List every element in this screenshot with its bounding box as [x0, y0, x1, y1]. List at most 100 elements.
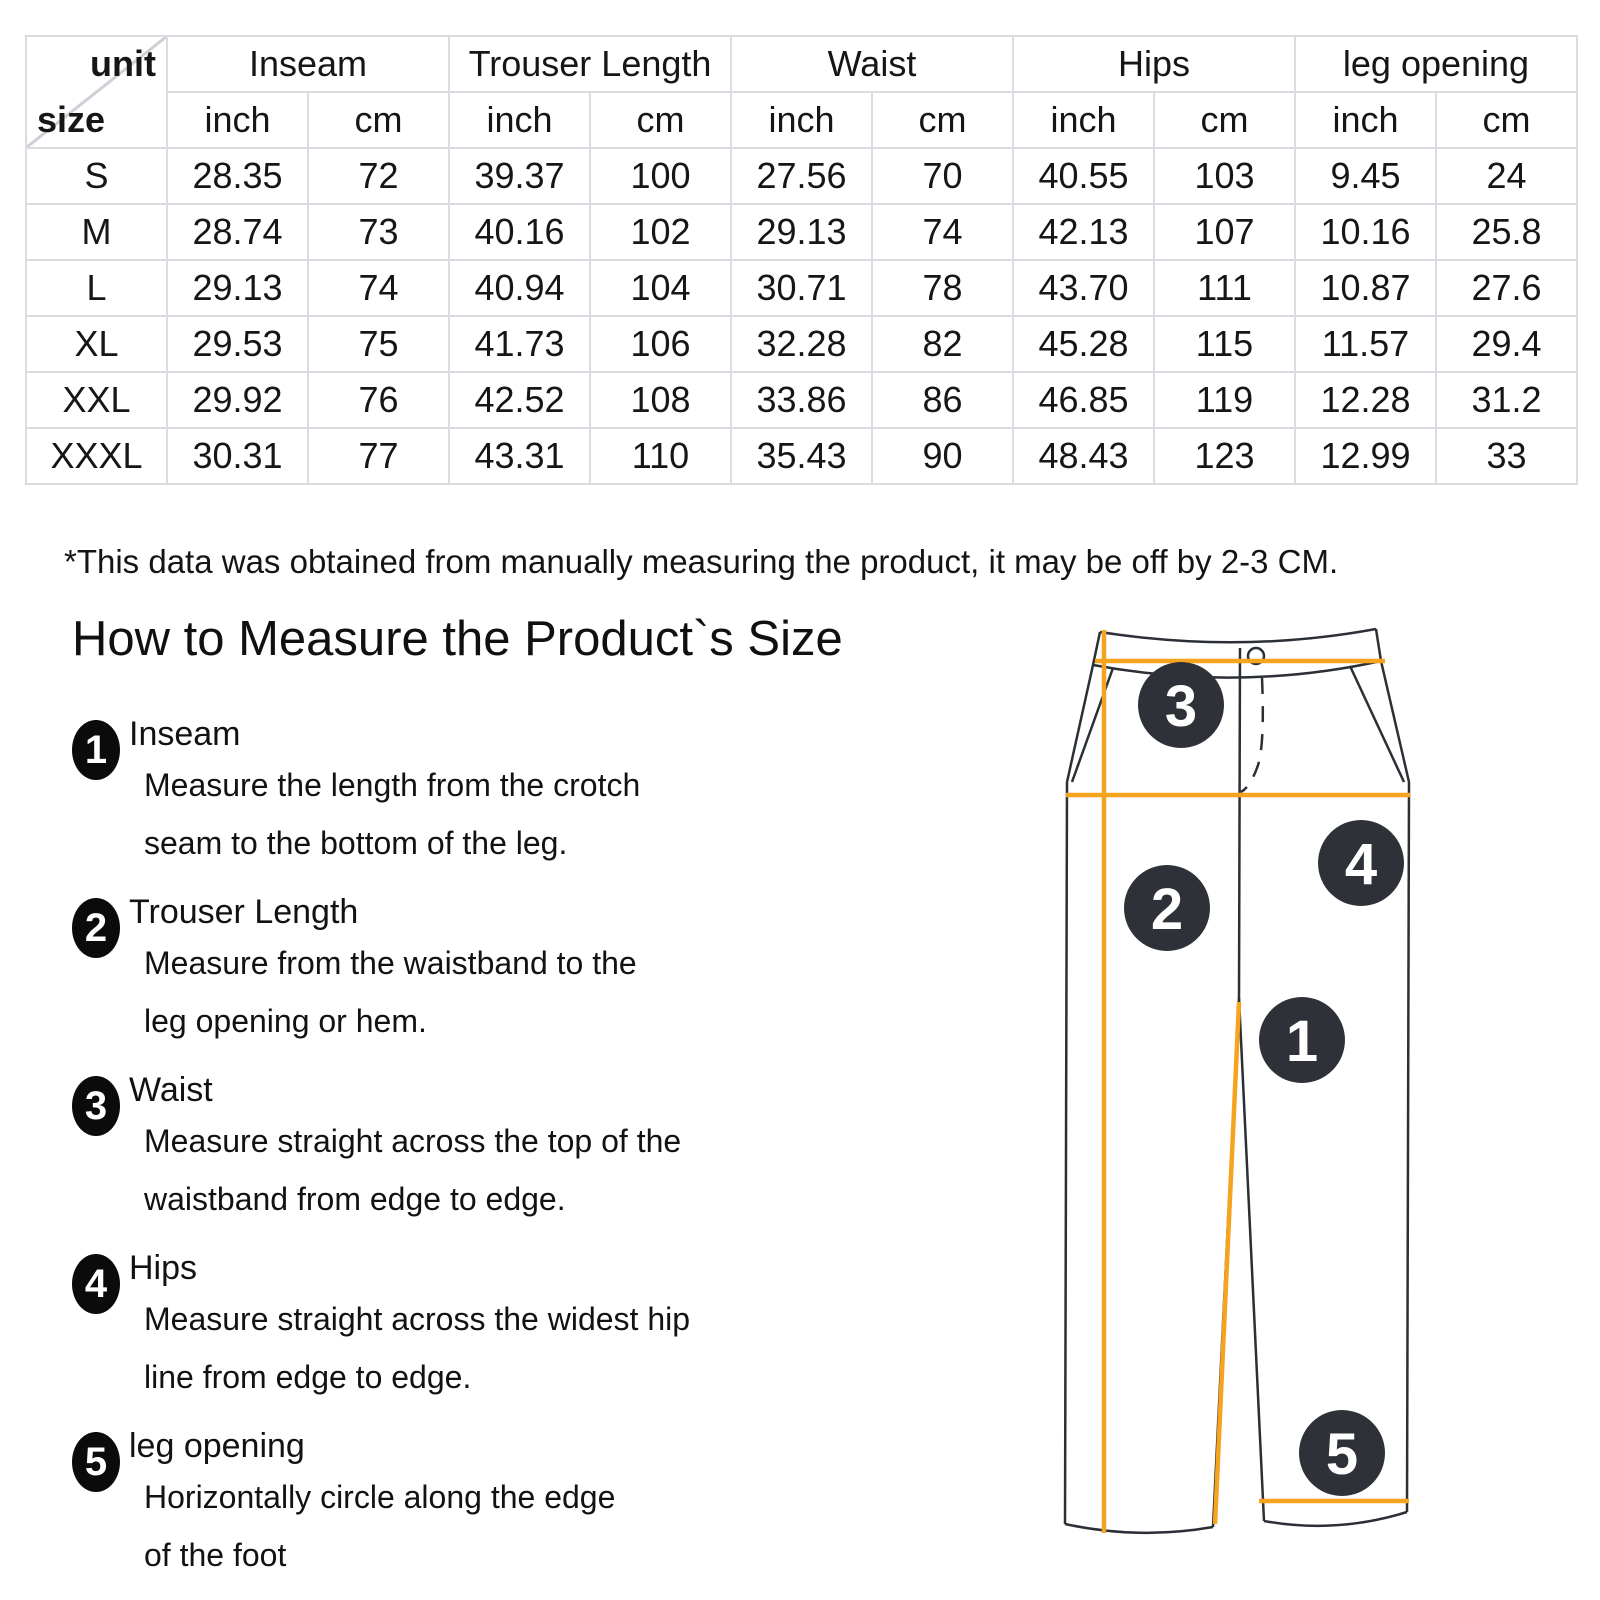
marker-4-number: 4 [1345, 832, 1377, 897]
cell: 40.16 [448, 203, 591, 261]
cell: 48.43 [1012, 427, 1155, 485]
unit-header: cm [307, 91, 450, 149]
marker-5-number: 5 [1326, 1422, 1358, 1487]
size-label: M [25, 203, 168, 261]
size-label: S [25, 147, 168, 205]
diagram-markers: 3 2 4 1 5 [1124, 662, 1404, 1496]
cell: 42.13 [1012, 203, 1155, 261]
cell: 40.55 [1012, 147, 1155, 205]
list-item: 2 Trouser Length Measure from the waistb… [72, 890, 832, 1050]
center-front-seam [1237, 647, 1242, 999]
marker-2-number: 2 [1151, 877, 1183, 942]
step-4-badge: 4 [72, 1254, 120, 1314]
unit-header: cm [1153, 91, 1296, 149]
cell: 28.74 [166, 203, 309, 261]
unit-header: cm [589, 91, 732, 149]
size-label: XXXL [25, 427, 168, 485]
cell: 29.53 [166, 315, 309, 373]
cell: 45.28 [1012, 315, 1155, 373]
left-hip-seam [1065, 664, 1095, 783]
cell: 104 [589, 259, 732, 317]
cell: 73 [307, 203, 450, 261]
table-row: XL 29.53 75 41.73 106 32.28 82 45.28 115… [25, 315, 1578, 373]
step-line: seam to the bottom of the leg. [144, 825, 568, 861]
cell: 29.4 [1435, 315, 1578, 373]
cell: 30.71 [730, 259, 873, 317]
left-outer-seam [1063, 781, 1069, 1525]
unit-header: inch [1294, 91, 1437, 149]
step-3-badge: 3 [72, 1076, 120, 1136]
cell: 31.2 [1435, 371, 1578, 429]
size-label: L [25, 259, 168, 317]
unit-header: inch [448, 91, 591, 149]
measurement-disclaimer: *This data was obtained from manually me… [64, 543, 1339, 580]
cell: 25.8 [1435, 203, 1578, 261]
marker-4-circle [1318, 820, 1404, 906]
group-header-inseam: Inseam [166, 35, 450, 93]
cell: 29.13 [730, 203, 873, 261]
cell: 82 [871, 315, 1014, 373]
cell: 108 [589, 371, 732, 429]
cell: 43.70 [1012, 259, 1155, 317]
marker-2-circle [1124, 865, 1210, 951]
cell: 27.56 [730, 147, 873, 205]
cell: 103 [1153, 147, 1296, 205]
list-item: 4 Hips Measure straight across the wides… [72, 1246, 832, 1406]
cell: 42.52 [448, 371, 591, 429]
group-header-trouser-length: Trouser Length [448, 35, 732, 93]
marker-3-circle [1138, 662, 1224, 748]
cell: 10.87 [1294, 259, 1437, 317]
waistband-top [1099, 627, 1377, 644]
unit-header: cm [871, 91, 1014, 149]
size-label: XXL [25, 371, 168, 429]
step-title: leg opening [129, 1427, 305, 1465]
cell: 29.92 [166, 371, 309, 429]
step-line: waistband from edge to edge. [144, 1181, 566, 1217]
step-2-badge: 2 [72, 898, 120, 958]
marker-1-circle [1259, 997, 1345, 1083]
list-item: 1 Inseam Measure the length from the cro… [72, 712, 832, 872]
cell: 35.43 [730, 427, 873, 485]
table-row: XXL 29.92 76 42.52 108 33.86 86 46.85 11… [25, 371, 1578, 429]
cell: 28.35 [166, 147, 309, 205]
cell: 43.31 [448, 427, 591, 485]
unit-header: inch [1012, 91, 1155, 149]
cell: 9.45 [1294, 147, 1437, 205]
cell: 70 [871, 147, 1014, 205]
cell: 90 [871, 427, 1014, 485]
cell: 41.73 [448, 315, 591, 373]
step-1-badge: 1 [72, 720, 120, 780]
list-item: 5 leg opening Horizontally circle along … [72, 1424, 832, 1584]
cell: 119 [1153, 371, 1296, 429]
corner-unit-label: unit [90, 43, 156, 84]
right-hip-seam [1379, 660, 1411, 783]
cell: 78 [871, 259, 1014, 317]
list-item: 3 Waist Measure straight across the top … [72, 1068, 832, 1228]
cell: 72 [307, 147, 450, 205]
cell: 107 [1153, 203, 1296, 261]
step-line: Horizontally circle along the edge [144, 1479, 616, 1515]
measurement-lines [1066, 630, 1410, 1533]
step-5-badge: 5 [72, 1432, 120, 1492]
step-line: Measure straight across the top of the [144, 1123, 682, 1159]
table-row: M 28.74 73 40.16 102 29.13 74 42.13 107 … [25, 203, 1578, 261]
cell: 76 [307, 371, 450, 429]
cell: 10.16 [1294, 203, 1437, 261]
cell: 86 [871, 371, 1014, 429]
cell: 123 [1153, 427, 1296, 485]
inseam-line [1212, 1001, 1242, 1525]
step-line: leg opening or hem. [144, 1003, 427, 1039]
left-pocket-line [1070, 667, 1115, 783]
group-header-hips: Hips [1012, 35, 1296, 93]
corner-unit-size-cell: unit size [25, 35, 168, 149]
right-outer-seam [1405, 781, 1411, 1513]
cell: 110 [589, 427, 732, 485]
marker-3-number: 3 [1165, 674, 1197, 739]
cell: 30.31 [166, 427, 309, 485]
cell: 32.28 [730, 315, 873, 373]
unit-header: inch [166, 91, 309, 149]
cell: 106 [589, 315, 732, 373]
page-title: How to Measure the Product`s Size [72, 612, 843, 666]
corner-size-label: size [37, 99, 106, 140]
